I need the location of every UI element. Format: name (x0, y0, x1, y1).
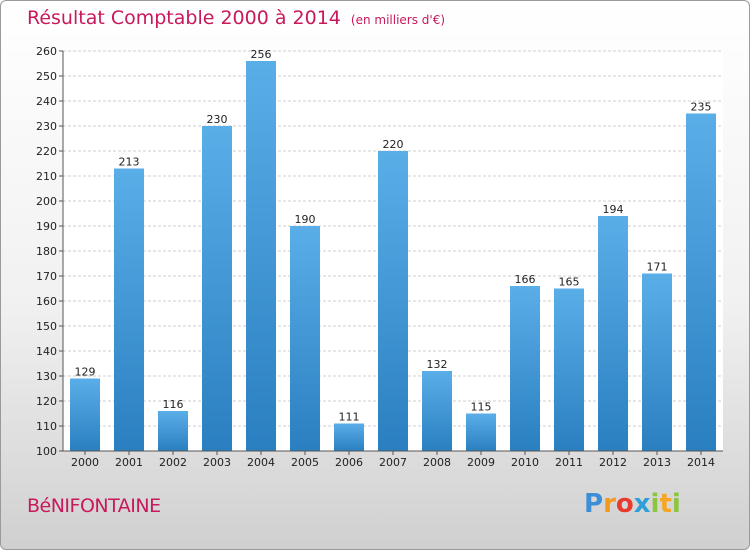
y-tick-label: 200 (36, 195, 57, 208)
y-tick-label: 180 (36, 245, 57, 258)
bar-2002 (158, 411, 188, 451)
title-unit: (en milliers d'€) (350, 13, 446, 27)
value-label: 235 (691, 101, 712, 114)
commune-name: BéNIFONTAINE (27, 495, 161, 517)
value-label: 111 (339, 411, 360, 424)
y-tick-label: 220 (36, 145, 57, 158)
value-label: 115 (471, 401, 492, 414)
x-tick-label: 2013 (643, 456, 671, 469)
value-label: 190 (295, 213, 316, 226)
value-label: 165 (559, 276, 580, 289)
bar-2014 (686, 113, 716, 451)
x-tick-label: 2005 (291, 456, 319, 469)
value-label: 230 (207, 113, 228, 126)
x-tick-label: 2007 (379, 456, 407, 469)
bar-2004 (246, 61, 276, 451)
x-tick-label: 2009 (467, 456, 495, 469)
value-label: 116 (163, 398, 184, 411)
y-tick-label: 260 (36, 45, 57, 58)
logo-letter: t (659, 489, 672, 519)
logo-letter: i (650, 489, 660, 519)
logo-letter: P (584, 489, 604, 519)
y-tick-label: 120 (36, 395, 57, 408)
x-tick-label: 2003 (203, 456, 231, 469)
x-tick-label: 2012 (599, 456, 627, 469)
y-tick-label: 250 (36, 70, 57, 83)
logo-letter: i (671, 489, 681, 519)
bar-2008 (422, 371, 452, 451)
logo-letter: x (633, 489, 651, 519)
value-label: 220 (383, 138, 404, 151)
bar-2000 (70, 378, 100, 451)
y-tick-label: 230 (36, 120, 57, 133)
x-tick-label: 2002 (159, 456, 187, 469)
logo-letter: o (615, 489, 634, 519)
y-tick-label: 190 (36, 220, 57, 233)
y-tick-label: 150 (36, 320, 57, 333)
y-tick-label: 240 (36, 95, 57, 108)
value-label: 213 (119, 156, 140, 169)
bar-2007 (378, 151, 408, 451)
value-label: 256 (251, 48, 272, 61)
y-tick-label: 140 (36, 345, 57, 358)
bar-2012 (598, 216, 628, 451)
x-tick-label: 2011 (555, 456, 583, 469)
x-tick-label: 2008 (423, 456, 451, 469)
bar-2001 (114, 168, 144, 451)
x-tick-label: 2004 (247, 456, 275, 469)
y-tick-label: 130 (36, 370, 57, 383)
axes: 100 110 120 130 140 150 160 170 180 190 200 210 220 2… (36, 45, 723, 469)
y-tick-label: 210 (36, 170, 57, 183)
value-label: 194 (603, 203, 624, 216)
bar-2009 (466, 413, 496, 451)
chart-title: Résultat Comptable 2000 à 2014 (en millie… (27, 7, 445, 29)
title-main: Résultat Comptable 2000 à 2014 (27, 7, 341, 29)
x-tick-label: 2010 (511, 456, 539, 469)
bar-2011 (554, 288, 584, 451)
value-label: 132 (427, 358, 448, 371)
x-tick-label: 2006 (335, 456, 363, 469)
x-tick-label: 2014 (687, 456, 715, 469)
value-label: 129 (75, 366, 96, 379)
value-label: 171 (647, 261, 668, 274)
bars: 129 213 116 230 256 190 111 220 132 115 166 165 194 1… (70, 48, 716, 451)
bar-2003 (202, 126, 232, 451)
proxiti-logo: Proxiti (584, 489, 681, 519)
bar-2006 (334, 423, 364, 451)
y-tick-label: 100 (36, 445, 57, 458)
y-tick-label: 110 (36, 420, 57, 433)
x-tick-label: 2000 (71, 456, 99, 469)
y-tick-label: 160 (36, 295, 57, 308)
value-label: 166 (515, 273, 536, 286)
x-tick-label: 2001 (115, 456, 143, 469)
logo-letter: r (603, 489, 616, 519)
bar-2010 (510, 286, 540, 451)
y-tick-label: 170 (36, 270, 57, 283)
bar-2005 (290, 226, 320, 451)
bar-2013 (642, 273, 672, 451)
